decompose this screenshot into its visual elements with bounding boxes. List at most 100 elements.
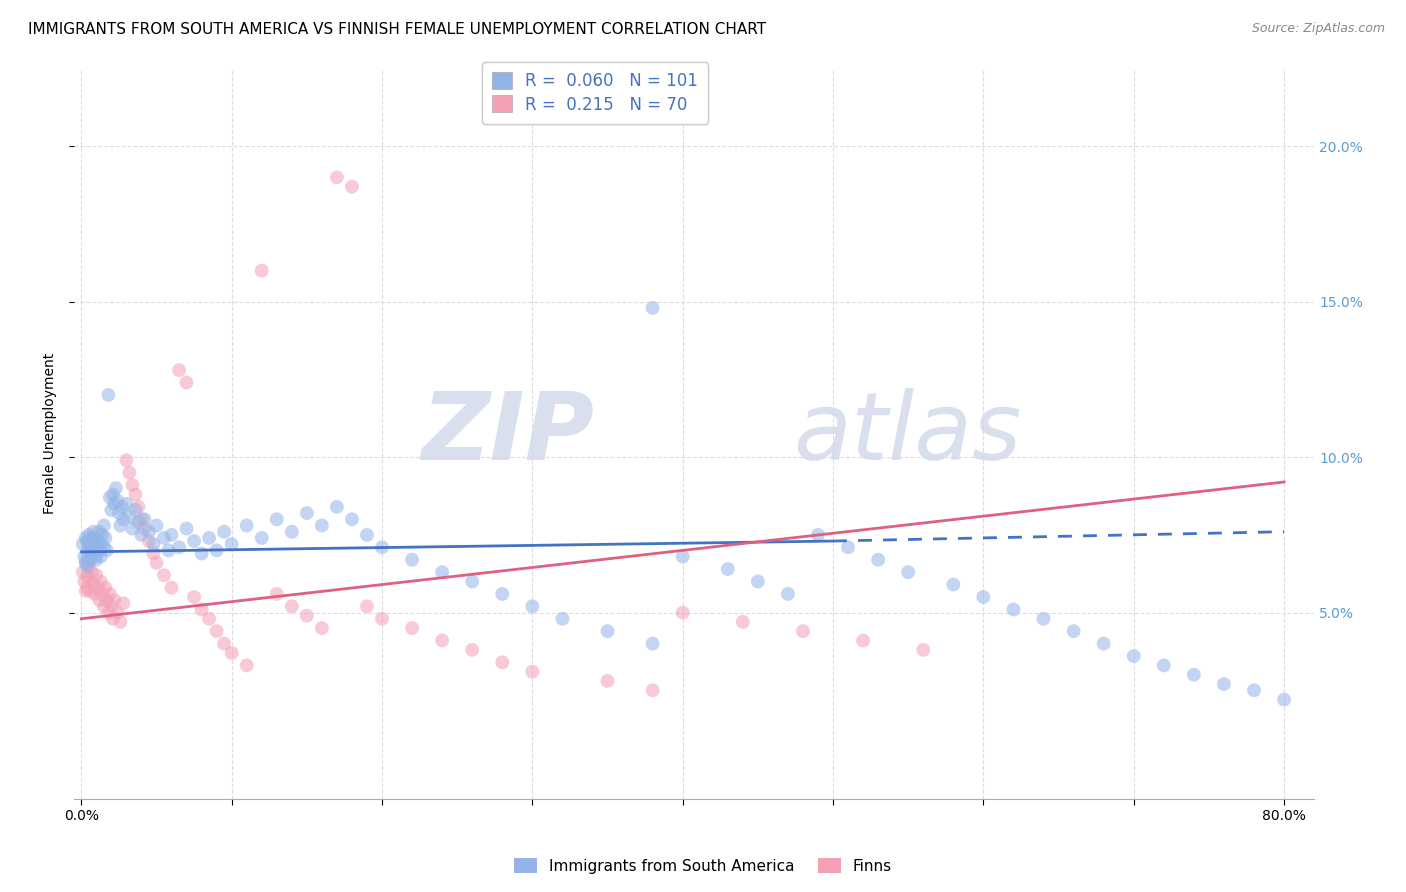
Point [198,612,221,626]
Point [183,590,205,604]
Y-axis label: Female Unemployment: Female Unemployment [44,353,58,515]
Point [80,531,103,545]
Point [73,574,96,589]
Point [142,537,165,551]
Point [1243,683,1265,698]
Point [522,599,544,614]
Point [131,528,153,542]
Point [142,546,165,560]
Point [1272,692,1295,706]
Point [235,518,257,533]
Point [87,534,110,549]
Point [112,596,135,610]
Point [266,587,288,601]
Point [1182,667,1205,681]
Point [91,528,114,542]
Point [118,466,141,480]
Point [79,541,101,555]
Point [641,301,664,315]
Point [266,512,288,526]
Point [1213,677,1236,691]
Point [134,512,156,526]
Point [77,528,100,542]
Point [145,556,167,570]
Point [103,497,125,511]
Point [134,522,156,536]
Point [110,518,132,533]
Point [115,497,138,511]
Point [1032,612,1054,626]
Point [89,593,111,607]
Point [105,606,128,620]
Point [596,673,619,688]
Point [1153,658,1175,673]
Point [121,522,143,536]
Point [430,565,453,579]
Point [641,637,664,651]
Point [167,363,190,377]
Point [221,537,243,551]
Point [76,543,98,558]
Point [235,658,257,673]
Point [160,581,183,595]
Point [281,599,304,614]
Point [75,556,97,570]
Point [75,583,97,598]
Point [190,602,212,616]
Point [356,528,378,542]
Point [105,493,128,508]
Legend: R =  0.060   N = 101, R =  0.215   N = 70: R = 0.060 N = 101, R = 0.215 N = 70 [482,62,707,124]
Point [641,683,664,698]
Text: ZIP: ZIP [422,388,595,480]
Point [86,568,108,582]
Point [942,577,965,591]
Point [96,543,118,558]
Point [311,621,333,635]
Point [868,552,890,566]
Point [75,531,97,545]
Point [82,577,104,591]
Point [101,487,124,501]
Point [76,581,98,595]
Point [111,500,134,514]
Point [145,518,167,533]
Point [93,518,115,533]
Point [77,558,100,573]
Point [160,528,183,542]
Point [90,537,112,551]
Point [837,541,859,555]
Point [205,543,228,558]
Point [101,612,124,626]
Point [118,509,141,524]
Point [1063,624,1085,639]
Point [776,587,799,601]
Point [281,524,304,539]
Point [76,568,98,582]
Point [491,587,513,601]
Point [153,568,176,582]
Text: Source: ZipAtlas.com: Source: ZipAtlas.com [1251,22,1385,36]
Point [672,606,695,620]
Point [79,552,101,566]
Point [212,524,235,539]
Point [340,179,363,194]
Point [86,541,108,555]
Point [80,565,103,579]
Point [93,599,115,614]
Point [1002,602,1025,616]
Point [72,537,94,551]
Point [97,388,120,402]
Point [461,574,484,589]
Point [89,524,111,539]
Point [221,646,243,660]
Point [76,534,98,549]
Text: atlas: atlas [793,388,1021,479]
Point [73,549,96,564]
Point [176,522,198,536]
Point [430,633,453,648]
Point [124,487,146,501]
Point [121,478,143,492]
Point [77,549,100,564]
Point [897,565,920,579]
Point [183,534,205,549]
